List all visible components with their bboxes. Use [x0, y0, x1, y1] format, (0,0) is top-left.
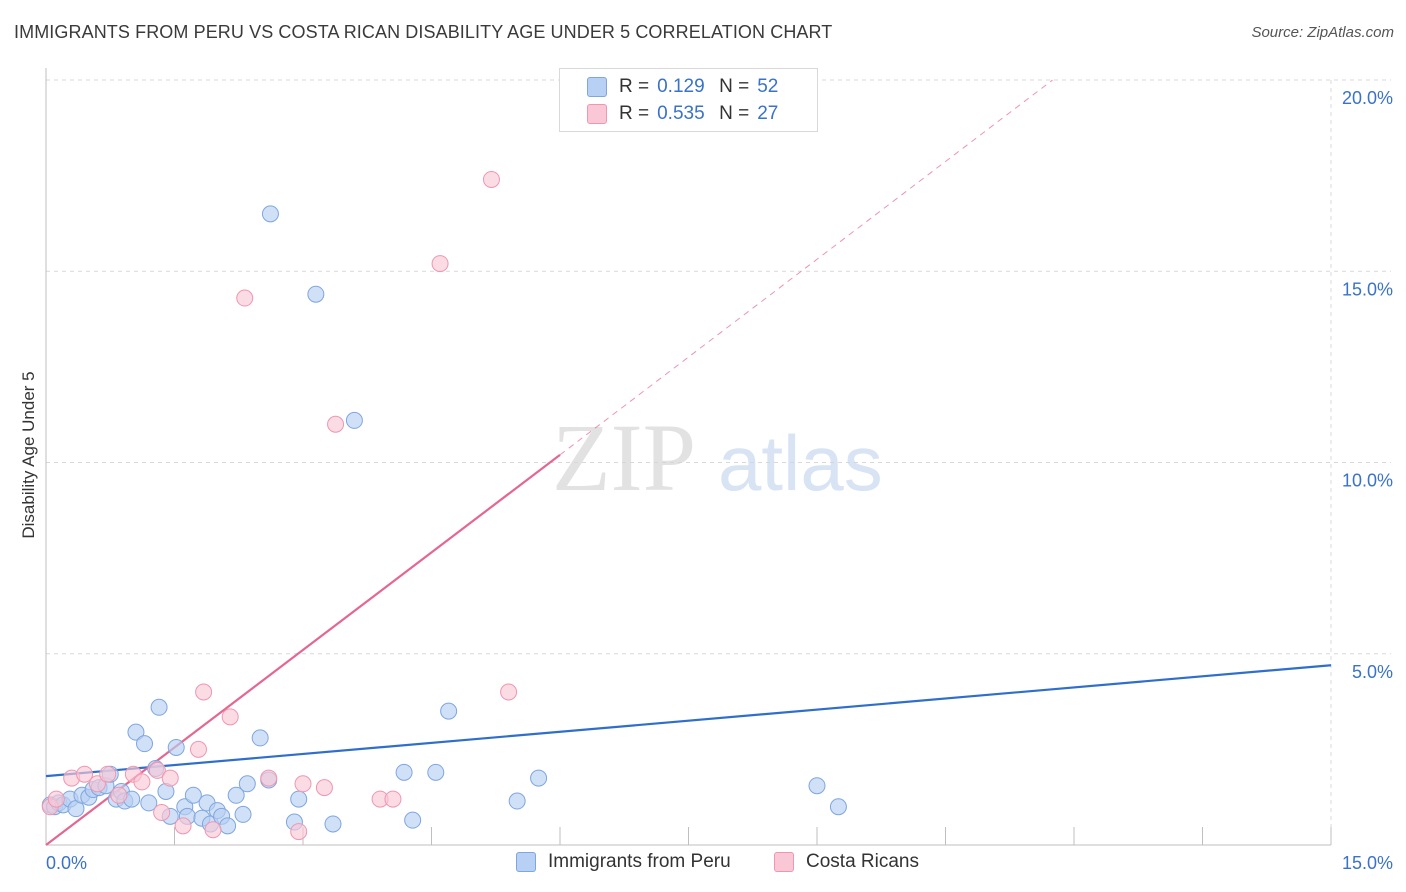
series-legend-label: Costa Ricans [806, 851, 919, 872]
watermark: ZIP atlas [552, 404, 883, 511]
watermark-zip: ZIP [552, 404, 696, 511]
y-tick-label: 10.0% [1342, 471, 1393, 491]
legend-n-label: N = [719, 103, 750, 124]
point-costa-rica [260, 769, 278, 787]
legend-r-value: 0.129 [657, 76, 705, 97]
point-costa-rica [99, 765, 117, 783]
point-costa-rica [204, 821, 222, 839]
chart-title: IMMIGRANTS FROM PERU VS COSTA RICAN DISA… [14, 22, 833, 42]
point-peru [290, 790, 308, 808]
point-peru [829, 798, 847, 816]
legend-n-label: N = [719, 76, 750, 97]
point-peru [395, 763, 413, 781]
trendline [45, 664, 1332, 778]
point-peru [219, 817, 237, 835]
series-swatch-blue [516, 852, 536, 872]
point-peru [184, 786, 202, 804]
point-costa-rica [133, 773, 151, 791]
legend: R = 0.129 N = 52 R = 0.535 N = 27 [559, 68, 818, 132]
point-peru [427, 763, 445, 781]
source-label: Source: ZipAtlas.com [1251, 24, 1394, 41]
legend-row-peru: R = 0.129 N = 52 [587, 75, 778, 99]
series-legend-costa-rica: Costa Ricans [774, 851, 919, 873]
legend-r-label: R = [619, 76, 650, 97]
point-costa-rica [327, 415, 345, 433]
point-costa-rica [47, 790, 65, 808]
data-points [41, 170, 847, 841]
y-tick-label: 15.0% [1342, 279, 1393, 299]
point-costa-rica [174, 817, 192, 835]
legend-swatch-blue [587, 77, 607, 97]
point-costa-rica [431, 255, 449, 273]
point-peru [404, 811, 422, 829]
y-tick-label: 20.0% [1342, 88, 1393, 108]
point-costa-rica [500, 683, 518, 701]
point-peru [530, 769, 548, 787]
series-legend-peru: Immigrants from Peru [516, 851, 731, 873]
point-costa-rica [482, 170, 500, 188]
point-peru [238, 775, 256, 793]
point-costa-rica [294, 775, 312, 793]
point-costa-rica [315, 779, 333, 797]
point-costa-rica [290, 823, 308, 841]
point-costa-rica [195, 683, 213, 701]
point-peru [808, 777, 826, 795]
legend-n-value: 52 [757, 76, 779, 97]
point-peru [150, 698, 168, 716]
point-peru [307, 285, 325, 303]
watermark-atlas: atlas [718, 419, 883, 507]
legend-n-value: 27 [757, 103, 779, 124]
point-costa-rica [221, 708, 239, 726]
legend-r-label: R = [619, 103, 650, 124]
point-peru [167, 738, 185, 756]
point-costa-rica [161, 769, 179, 787]
x-tick-label: 0.0% [46, 853, 87, 873]
point-peru [127, 723, 145, 741]
point-costa-rica [76, 765, 94, 783]
trendline [559, 79, 1053, 456]
y-tick-label: 5.0% [1352, 662, 1393, 682]
point-peru [234, 805, 252, 823]
legend-row-costa-rica: R = 0.535 N = 27 [587, 102, 778, 126]
point-peru [261, 205, 279, 223]
point-costa-rica [189, 740, 207, 758]
point-peru [508, 792, 526, 810]
point-peru [324, 815, 342, 833]
point-costa-rica [148, 761, 166, 779]
point-peru [345, 411, 363, 429]
axes [45, 68, 1332, 846]
point-peru [227, 786, 245, 804]
point-costa-rica [384, 790, 402, 808]
point-peru [440, 702, 458, 720]
point-costa-rica [110, 786, 128, 804]
point-peru [251, 729, 269, 747]
y-axis-label: Disability Age Under 5 [19, 371, 38, 538]
x-tick-label: 15.0% [1342, 853, 1393, 873]
point-peru [140, 794, 158, 812]
point-costa-rica [153, 803, 171, 821]
legend-swatch-pink [587, 104, 607, 124]
grid-lines [46, 79, 1391, 845]
legend-r-value: 0.535 [657, 103, 705, 124]
point-peru [136, 735, 154, 753]
series-legend: Immigrants from Peru Costa Ricans [0, 851, 1406, 877]
series-legend-label: Immigrants from Peru [548, 851, 731, 872]
series-swatch-pink [774, 852, 794, 872]
point-costa-rica [236, 289, 254, 307]
tick-labels: 5.0% 10.0% 15.0% 20.0% 0.0% 15.0% [46, 88, 1393, 873]
